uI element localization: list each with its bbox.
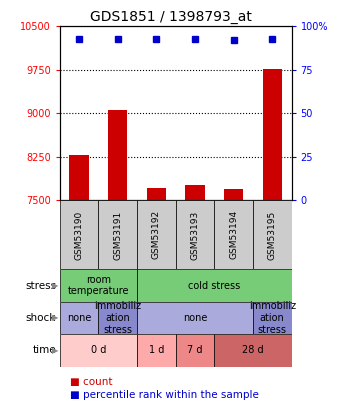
Bar [137, 200, 176, 269]
Bar [98, 302, 137, 334]
Bar [60, 334, 137, 367]
Text: GSM53192: GSM53192 [152, 210, 161, 260]
Text: ■ percentile rank within the sample: ■ percentile rank within the sample [70, 390, 259, 400]
Bar [214, 334, 292, 367]
Bar [214, 200, 253, 269]
Bar [253, 302, 292, 334]
Text: GDS1851 / 1398793_at: GDS1851 / 1398793_at [90, 10, 251, 24]
Text: GSM53190: GSM53190 [74, 210, 84, 260]
Bar [60, 269, 137, 302]
Text: ▶: ▶ [52, 313, 59, 322]
Text: immobiliz
ation
stress: immobiliz ation stress [249, 301, 296, 335]
Text: immobiliz
ation
stress: immobiliz ation stress [94, 301, 141, 335]
Bar [60, 200, 98, 269]
Text: room
temperature: room temperature [68, 275, 129, 296]
Bar [137, 302, 253, 334]
Bar [137, 269, 292, 302]
Text: none: none [183, 313, 207, 323]
Bar [137, 334, 176, 367]
Text: time: time [33, 345, 56, 355]
Text: GSM53193: GSM53193 [190, 210, 199, 260]
Bar [176, 200, 214, 269]
Text: ▶: ▶ [52, 281, 59, 290]
Text: stress: stress [25, 281, 56, 290]
Bar [185, 185, 205, 200]
Text: 1 d: 1 d [149, 345, 164, 355]
Text: GSM53194: GSM53194 [229, 210, 238, 260]
Bar [108, 110, 127, 200]
Text: 28 d: 28 d [242, 345, 264, 355]
Text: 0 d: 0 d [91, 345, 106, 355]
Text: cold stress: cold stress [188, 281, 240, 290]
Text: shock: shock [26, 313, 56, 323]
Bar [224, 189, 243, 200]
Bar [98, 200, 137, 269]
Text: ■ count: ■ count [70, 377, 113, 386]
Bar [253, 200, 292, 269]
Bar [69, 155, 89, 200]
Text: GSM53191: GSM53191 [113, 210, 122, 260]
Text: none: none [67, 313, 91, 323]
Text: ▶: ▶ [52, 346, 59, 355]
Bar [176, 334, 214, 367]
Text: 7 d: 7 d [187, 345, 203, 355]
Bar [60, 302, 98, 334]
Text: GSM53195: GSM53195 [268, 210, 277, 260]
Bar [147, 188, 166, 200]
Bar [263, 69, 282, 200]
